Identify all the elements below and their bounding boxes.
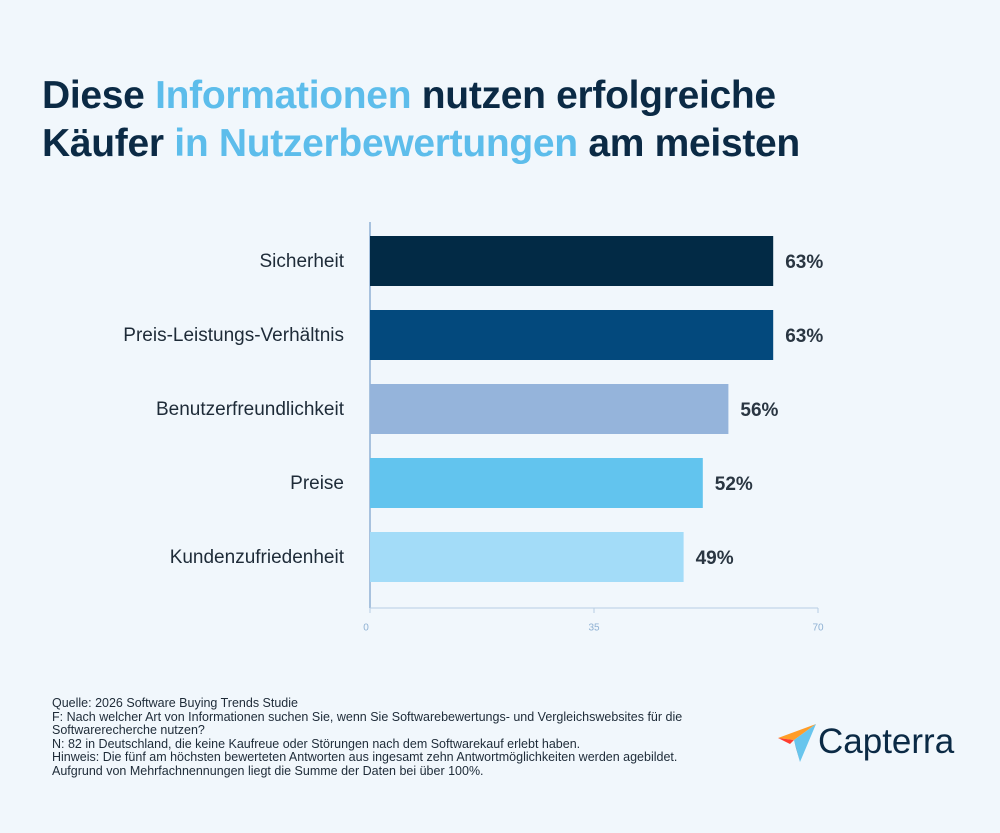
footnote: Hinweis: Die fünf am höchsten bewerteten… bbox=[52, 750, 678, 765]
bar bbox=[370, 310, 774, 360]
y-tick-label: Preise bbox=[290, 473, 344, 494]
value-label: 56% bbox=[740, 400, 778, 421]
footnote: Aufgrund von Mehrfachnennungen liegt die… bbox=[52, 763, 484, 778]
footnote: F: Nach welcher Art von Informationen su… bbox=[52, 709, 683, 724]
x-tick-label: 0 bbox=[363, 623, 369, 634]
footnotes: Quelle: 2026 Software Buying Trends Stud… bbox=[52, 696, 683, 779]
title-segment: nutzen erfolgreiche bbox=[421, 74, 776, 117]
chart-title: Diese Informationen nutzen erfolgreiche K… bbox=[42, 72, 800, 168]
title-segment: in Nutzerbewertungen bbox=[174, 122, 578, 165]
y-tick-label: Preis-Leistungs-Verhältnis bbox=[123, 325, 344, 346]
title-segment: Käufer bbox=[42, 122, 164, 165]
title-segment: Diese bbox=[42, 74, 145, 117]
value-label: 63% bbox=[785, 252, 823, 273]
y-tick-label: Benutzerfreundlichkeit bbox=[156, 399, 345, 420]
y-tick-label: Sicherheit bbox=[260, 251, 345, 272]
bar bbox=[370, 384, 729, 434]
y-tick-label: Kundenzufriedenheit bbox=[170, 547, 345, 568]
footnote: Quelle: 2026 Software Buying Trends Stud… bbox=[52, 696, 298, 710]
bar bbox=[370, 236, 774, 286]
title-segment: am meisten bbox=[588, 122, 800, 165]
footnote: N: 82 in Deutschland, die keine Kaufreue… bbox=[52, 736, 581, 751]
chart: 0 35 70 Sicherheit 63% Preis-Leistungs-Verhäl… bbox=[123, 222, 824, 634]
value-label: 49% bbox=[696, 548, 734, 569]
x-tick-label: 70 bbox=[812, 623, 824, 634]
bar bbox=[370, 458, 703, 508]
bar bbox=[370, 532, 684, 582]
x-tick-label: 35 bbox=[588, 623, 600, 634]
value-label: 63% bbox=[785, 326, 823, 347]
value-label: 52% bbox=[715, 474, 753, 495]
title-line: Käufer in Nutzerbewertungen am meisten bbox=[42, 120, 800, 168]
footnote: Softwarerecherche nutzen? bbox=[52, 723, 205, 738]
brand-name: Capterra bbox=[818, 722, 955, 761]
title-line: Diese Informationen nutzen erfolgreiche bbox=[42, 72, 800, 120]
title-segment: Informationen bbox=[155, 74, 412, 117]
brand-logo-icon bbox=[778, 724, 816, 762]
